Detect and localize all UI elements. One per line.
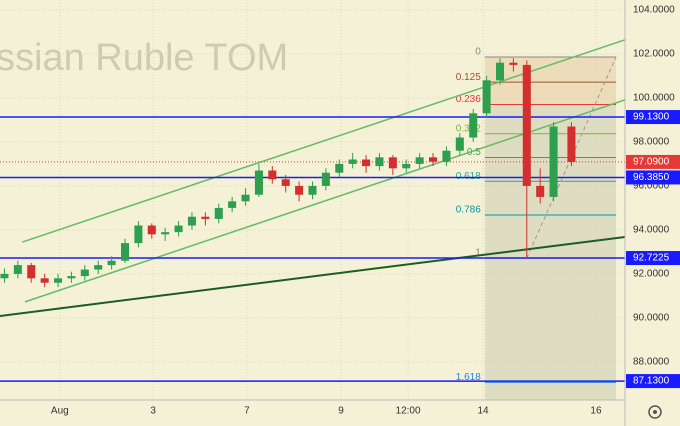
candle-body <box>147 225 156 235</box>
candle-body <box>415 157 424 164</box>
candle-body <box>442 150 451 162</box>
price-box <box>626 170 680 185</box>
candle-body <box>469 113 478 138</box>
candle-body <box>308 185 317 195</box>
price-box <box>626 374 680 389</box>
candle-body <box>107 260 116 266</box>
price-box-label: 87.1300 <box>633 376 670 387</box>
candle-body <box>362 159 371 167</box>
settings-icon-center <box>653 410 657 414</box>
candle-body <box>375 157 384 167</box>
y-tick-label: 102.0000 <box>633 49 675 60</box>
settings-icon[interactable] <box>648 405 662 419</box>
candle-body <box>120 243 130 261</box>
candle-body <box>495 62 505 81</box>
candle-body <box>40 278 49 283</box>
candle-body <box>429 157 438 162</box>
candle-body <box>388 157 397 169</box>
price-box <box>626 154 680 169</box>
y-tick-label: 98.0000 <box>633 137 670 148</box>
candle-body <box>174 225 183 233</box>
candle-body <box>228 201 237 208</box>
price-box-label: 92.7225 <box>633 253 670 264</box>
x-tick-label: 12:00 <box>396 406 421 417</box>
candle-body <box>201 216 210 219</box>
price-box-label: 96.3850 <box>633 172 670 183</box>
fib-label: 0.382 <box>456 123 481 134</box>
candle-body <box>241 194 250 202</box>
candle-body <box>281 179 290 186</box>
candle-body <box>161 232 170 235</box>
candle-body <box>348 159 357 164</box>
candle-body <box>536 185 545 197</box>
candle-body <box>402 163 411 169</box>
y-tick-label: 96.0000 <box>633 181 670 192</box>
fib-label: 1.618 <box>456 372 481 383</box>
candle-body <box>0 273 9 279</box>
fib-label: 0.236 <box>456 94 481 105</box>
x-tick-label: 16 <box>590 406 602 417</box>
fib-label: 0.618 <box>456 171 481 182</box>
trendline <box>0 235 626 317</box>
y-tick-label: 104.0000 <box>633 5 675 16</box>
fib-label: 0.125 <box>456 72 481 83</box>
price-box-label: 97.0900 <box>633 157 670 168</box>
candle-body <box>295 185 304 195</box>
price-box <box>626 110 680 125</box>
candle-body <box>94 265 103 270</box>
candle-body <box>509 62 518 65</box>
fib-label: 1 <box>475 248 481 259</box>
y-tick-label: 88.0000 <box>633 357 670 368</box>
x-tick-label: 3 <box>150 406 156 417</box>
x-tick-label: 9 <box>338 406 344 417</box>
candle-body <box>54 278 63 283</box>
fib-label: 0.5 <box>467 147 481 158</box>
candle-body <box>254 170 263 195</box>
candle-body <box>214 207 223 219</box>
candle-body <box>187 216 196 226</box>
price-box <box>626 251 680 266</box>
candle-body <box>482 80 491 114</box>
candle-body <box>321 172 330 186</box>
y-tick-label: 100.0000 <box>633 93 675 104</box>
y-tick-label: 92.0000 <box>633 269 670 280</box>
candle-body <box>455 137 464 151</box>
fib-trend <box>526 56 617 259</box>
fib-label: 0.786 <box>456 205 481 216</box>
y-tick-label: 94.0000 <box>633 225 670 236</box>
candle-body <box>134 225 143 244</box>
candle-body <box>268 170 277 180</box>
x-tick-label: 7 <box>244 406 250 417</box>
candle-body <box>27 265 36 279</box>
candle-body <box>335 163 344 173</box>
candle-body <box>549 126 558 197</box>
candle-body <box>13 265 22 274</box>
candle-body <box>67 276 76 279</box>
y-tick-label: 90.0000 <box>633 313 670 324</box>
x-tick-label: 14 <box>477 406 489 417</box>
price-box-label: 99.1300 <box>633 112 670 123</box>
candle-body <box>567 126 576 162</box>
candle-body <box>80 269 89 277</box>
candle-body <box>522 64 531 186</box>
watermark: ssian Ruble TOM <box>0 37 288 79</box>
x-tick-label: Aug <box>51 406 69 417</box>
fib-label: 0 <box>475 47 481 58</box>
